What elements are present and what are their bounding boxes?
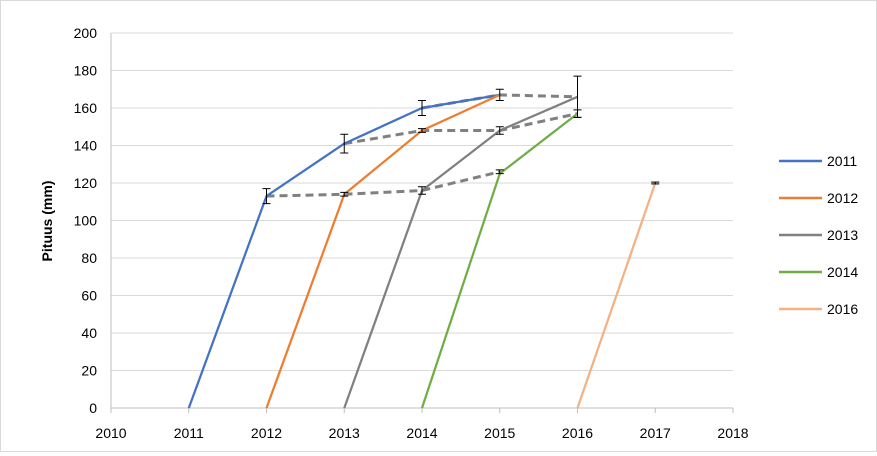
legend-label: 2014 [827,264,858,280]
y-tick-label: 0 [89,400,97,416]
series-line-2014 [420,112,579,409]
x-tick-label: 2010 [95,425,126,441]
x-tick-labels: 2010 2011 2012 2013 2014 2015 2016 2017 2018 [95,425,748,441]
x-tick-label: 2015 [484,425,515,441]
legend-label: 2011 [827,153,857,169]
x-tick-label: 2011 [174,425,204,441]
x-tick-label: 2018 [717,425,748,441]
axes [110,33,734,413]
y-tick-label: 200 [74,25,98,41]
y-tick-label: 100 [74,213,98,229]
x-tick-label: 2017 [640,425,671,441]
dashed-series-line [344,112,578,146]
y-tick-label: 120 [74,175,98,191]
x-tick-label: 2014 [406,425,437,441]
y-tick-labels: 0 20 40 60 80 100 120 140 160 180 200 [74,25,98,416]
y-tick-label: 160 [74,100,98,116]
x-tick-label: 2016 [562,425,593,441]
y-tick-label: 40 [81,325,97,341]
series-line-2012 [265,93,501,409]
y-tick-label: 140 [74,138,98,154]
y-tick-label: 80 [81,250,97,266]
legend-label: 2012 [827,190,858,206]
series-line-2016 [576,182,657,409]
y-tick-label: 60 [81,288,97,304]
legend-label: 2013 [827,227,858,243]
y-tick-label: 20 [81,363,97,379]
series-line-2013 [343,95,578,409]
y-tick-label: 180 [74,63,98,79]
dashed-series-line [266,170,501,198]
gridlines [111,32,733,371]
y-axis-label: Pituus (mm) [39,181,55,262]
x-tick-label: 2013 [329,425,360,441]
x-tick-label: 2012 [251,425,282,441]
error-bars [262,75,660,205]
legend-label: 2016 [827,301,858,317]
series-lines [187,93,657,409]
legend: 2011 2012 2013 2014 2016 [779,153,858,317]
